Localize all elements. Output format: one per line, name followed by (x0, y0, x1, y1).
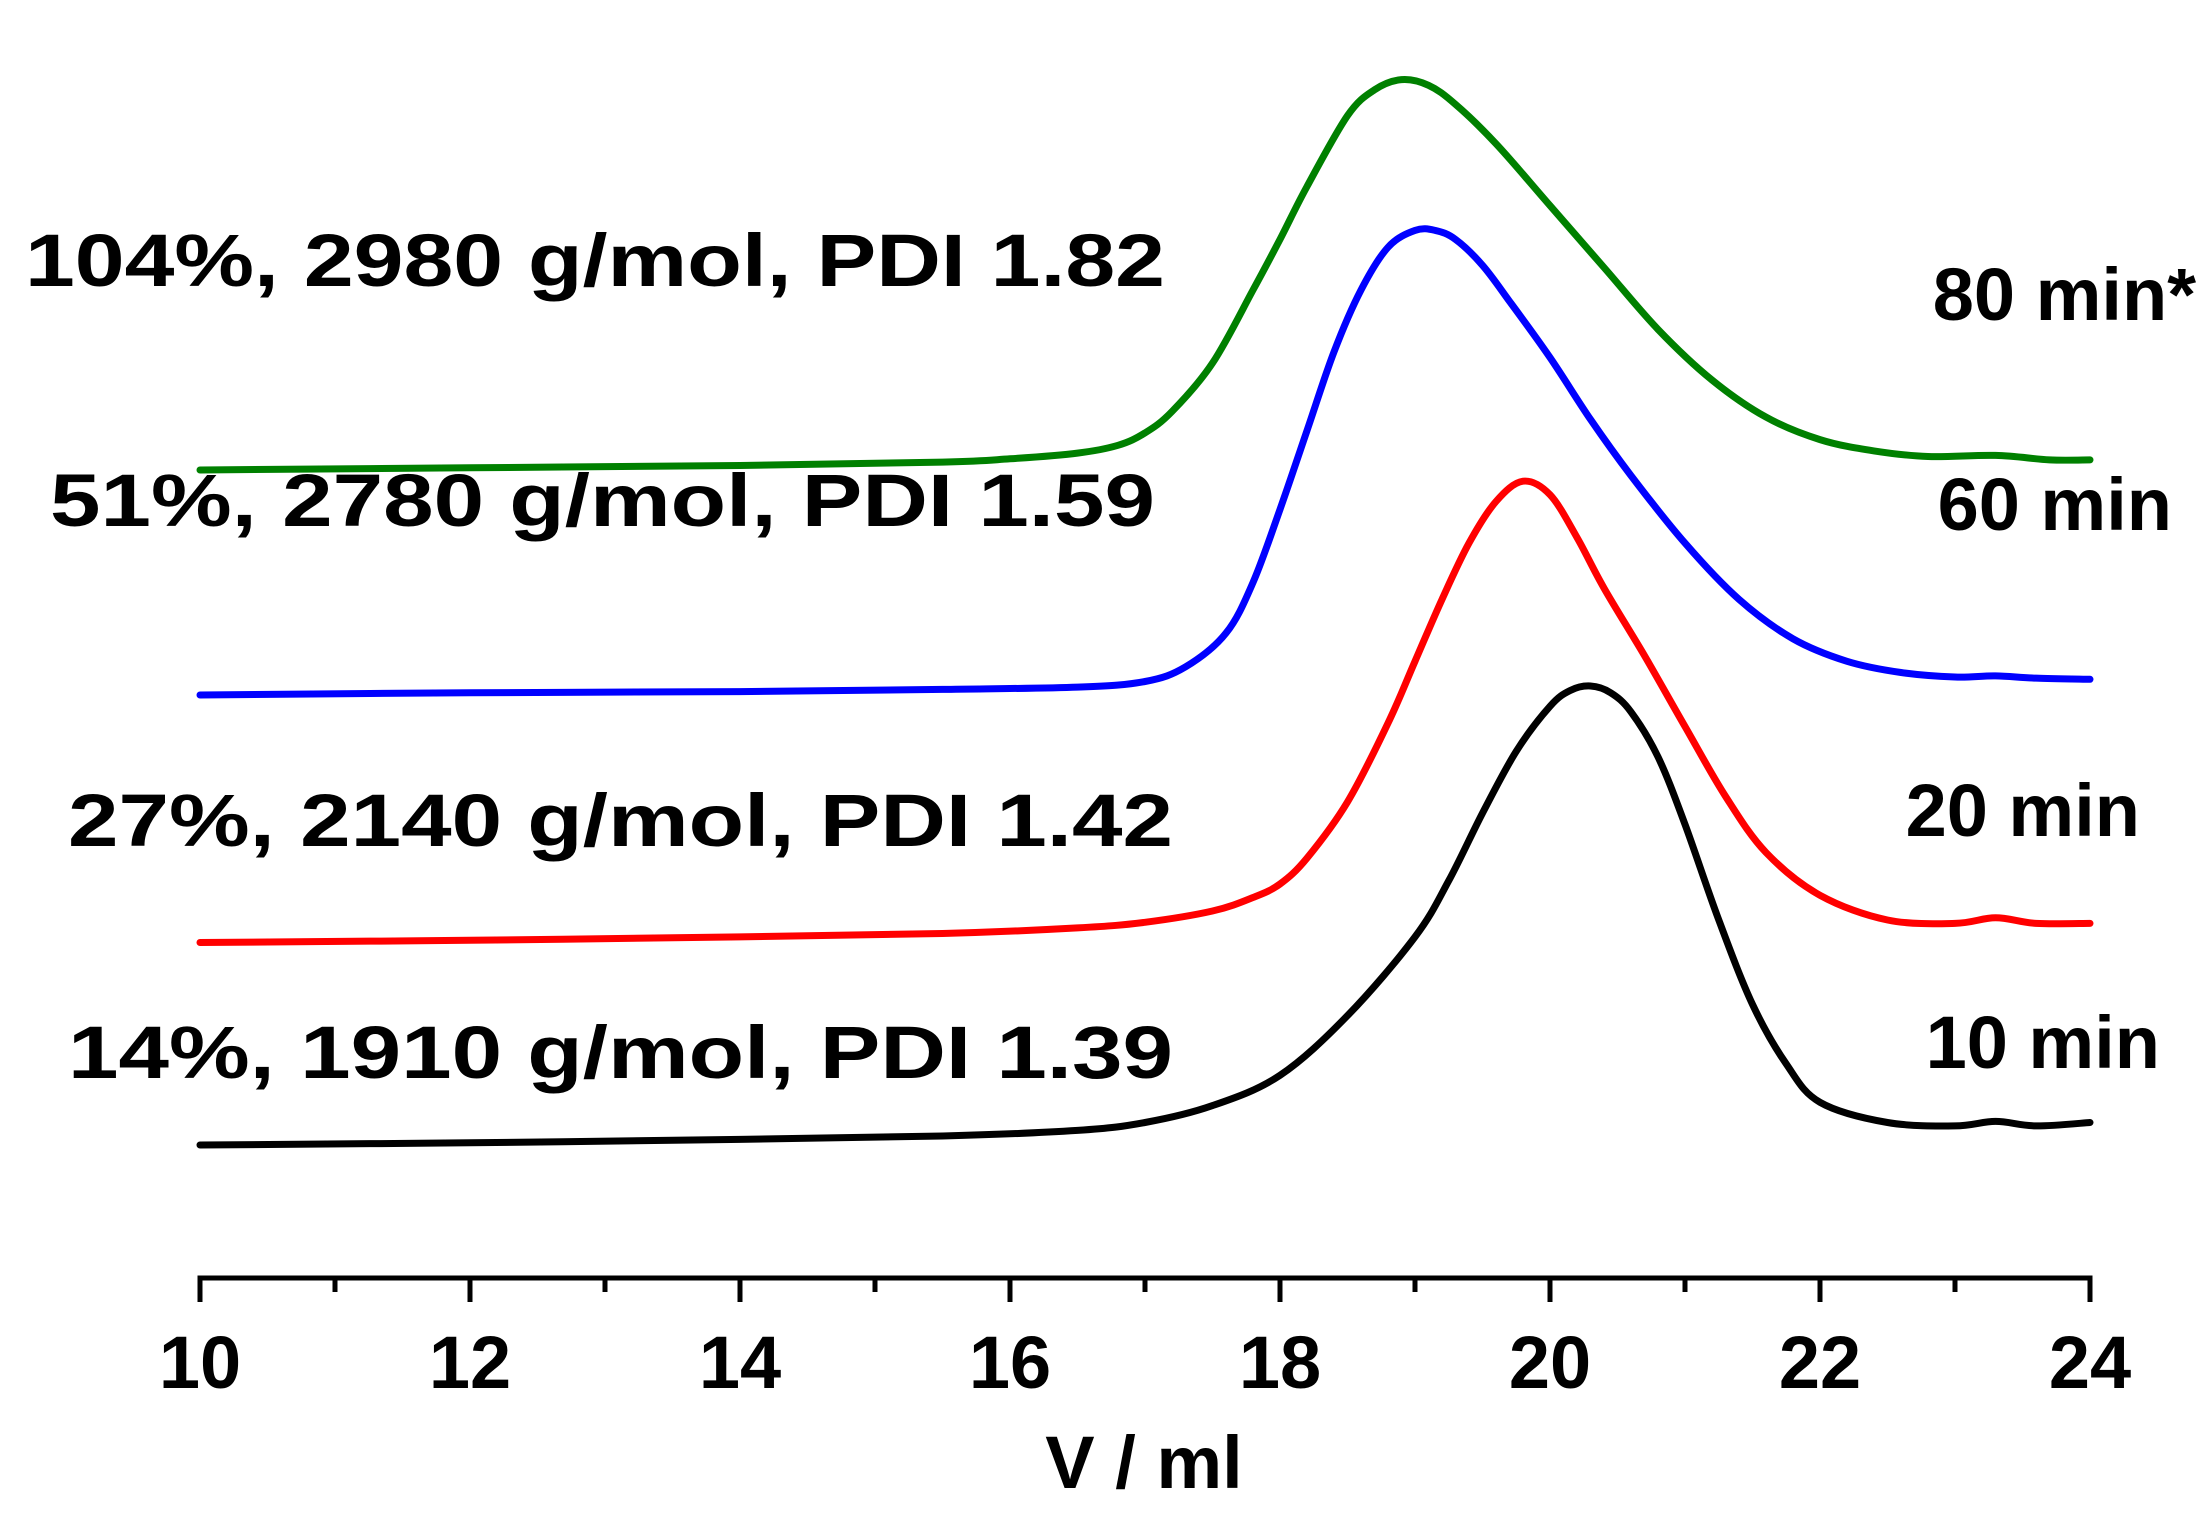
series-annotation: 104%, 2980 g/mol, PDI 1.82 (25, 219, 1165, 302)
x-axis-tick-labels: 10 12 14 16 18 20 22 24 (159, 1321, 2131, 1404)
series-time-label: 10 min (1926, 1001, 2160, 1084)
series-time-label: 80 min* (1933, 253, 2196, 336)
series-time-labels: 10 min 20 min 60 min 80 min* (1906, 253, 2197, 1084)
series-annotation: 27%, 2140 g/mol, PDI 1.42 (68, 779, 1173, 862)
x-tick-label: 18 (1239, 1321, 1321, 1404)
series-lines (196, 75, 2094, 1149)
series-annotation: 14%, 1910 g/mol, PDI 1.39 (68, 1011, 1173, 1094)
x-axis-ticks (197, 1278, 2093, 1302)
series-line-20-min (196, 477, 2094, 946)
series-line-60-min (196, 225, 2094, 699)
x-tick-label: 14 (699, 1321, 781, 1404)
x-tick-label: 24 (2049, 1321, 2131, 1404)
series-line-80-min (196, 75, 2094, 474)
series-annotations: 14%, 1910 g/mol, PDI 1.39 27%, 2140 g/mol… (25, 219, 1173, 1094)
x-tick-label: 20 (1509, 1321, 1591, 1404)
series-time-label: 60 min (1938, 463, 2172, 546)
series-line-10-min (196, 682, 2094, 1149)
x-tick-label: 16 (969, 1321, 1051, 1404)
x-tick-label: 10 (159, 1321, 241, 1404)
x-tick-label: 22 (1779, 1321, 1861, 1404)
series-time-label: 20 min (1906, 769, 2140, 852)
x-tick-label: 12 (429, 1321, 511, 1404)
series-annotation: 51%, 2780 g/mol, PDI 1.59 (50, 459, 1155, 542)
x-axis-label: V / ml (1045, 1421, 1242, 1504)
